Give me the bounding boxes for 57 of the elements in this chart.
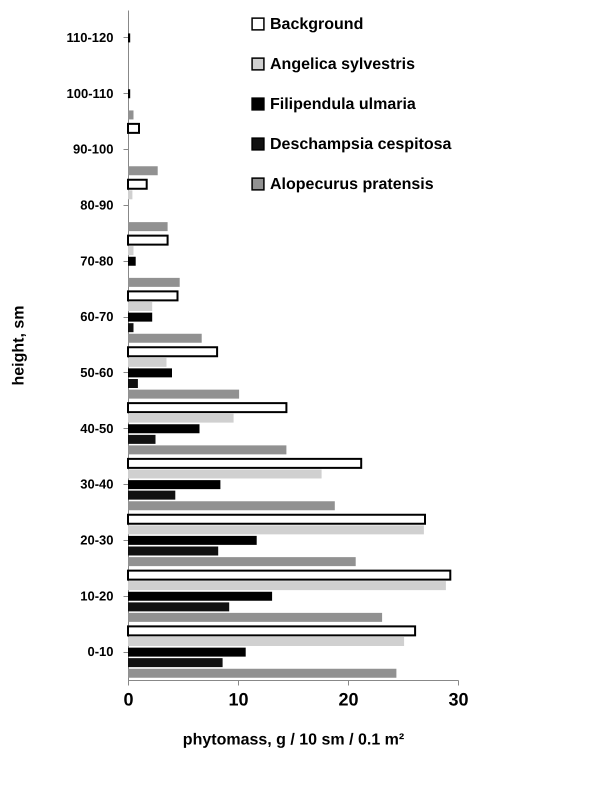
x-tick-label: 30 bbox=[448, 690, 469, 710]
x-tick-label: 20 bbox=[338, 690, 359, 710]
bar bbox=[128, 469, 322, 478]
legend-label: Deschampsia cespitosa bbox=[270, 136, 452, 153]
bar bbox=[128, 490, 176, 500]
bar bbox=[128, 636, 404, 646]
bar bbox=[128, 434, 156, 444]
y-tick-label: 60-70 bbox=[80, 309, 114, 324]
bar bbox=[128, 546, 218, 556]
y-tick-label: 40-50 bbox=[80, 420, 114, 436]
bar bbox=[128, 323, 134, 332]
y-tick-label: 10-20 bbox=[80, 588, 114, 604]
bar bbox=[128, 424, 200, 434]
x-tick-label: 10 bbox=[228, 690, 249, 710]
bar bbox=[128, 379, 138, 388]
y-tick-label: 90-100 bbox=[73, 142, 114, 157]
legend-label: Background bbox=[270, 16, 364, 33]
bar bbox=[128, 256, 136, 266]
y-tick-label: 30-40 bbox=[80, 476, 114, 492]
legend-label: Angelica sylvestris bbox=[270, 56, 416, 73]
bar bbox=[128, 190, 132, 200]
legend-label: Alopecurus pratensis bbox=[270, 176, 434, 193]
y-tick-label: 0-10 bbox=[87, 644, 114, 660]
bar bbox=[127, 458, 362, 469]
bar bbox=[128, 246, 134, 256]
y-tick-label: 70-80 bbox=[80, 253, 114, 268]
x-tick-label: 0 bbox=[123, 690, 134, 710]
bar bbox=[128, 480, 220, 490]
bar bbox=[127, 346, 218, 358]
bar bbox=[127, 402, 288, 414]
bar bbox=[127, 570, 452, 581]
bar bbox=[127, 122, 140, 134]
y-tick-label: 110-120 bbox=[66, 30, 114, 45]
x-axis-title: phytomass, g / 10 sm / 0.1 m² bbox=[182, 732, 404, 748]
bar bbox=[128, 414, 234, 423]
y-tick-label: 80-90 bbox=[80, 197, 114, 212]
bar bbox=[128, 592, 272, 601]
bar bbox=[128, 536, 257, 545]
bar bbox=[128, 312, 152, 322]
y-axis-title: height, sm bbox=[10, 305, 28, 386]
bar bbox=[127, 625, 416, 636]
bar bbox=[128, 368, 172, 378]
legend-label: Filipendula ulmaria bbox=[270, 96, 416, 113]
bar bbox=[127, 178, 148, 190]
bar bbox=[128, 581, 446, 590]
bar bbox=[127, 234, 169, 246]
bar bbox=[128, 525, 424, 534]
y-tick-label: 50-60 bbox=[80, 364, 114, 380]
bar bbox=[128, 302, 152, 311]
bar bbox=[127, 514, 426, 525]
bar bbox=[127, 290, 178, 302]
bar bbox=[128, 602, 230, 612]
y-tick-label: 100-110 bbox=[66, 86, 114, 101]
bar bbox=[128, 358, 166, 367]
bar bbox=[128, 648, 246, 657]
y-tick-label: 20-30 bbox=[80, 532, 114, 548]
bar bbox=[128, 658, 223, 668]
